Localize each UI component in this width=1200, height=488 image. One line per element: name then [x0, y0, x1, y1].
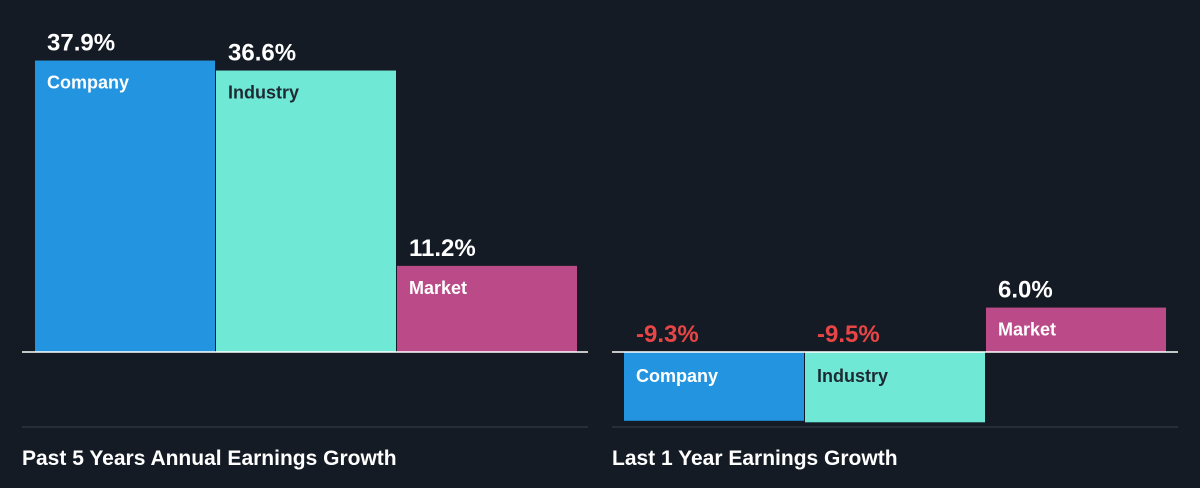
bar-label-past-5-years-company: Company: [47, 73, 129, 93]
bar-label-past-5-years-industry: Industry: [228, 83, 299, 103]
value-label-past-5-years-market: 11.2%: [409, 235, 476, 262]
last-1-year-panel: Company -9.3% Industry -9.5% Market 6.0%: [612, 277, 1178, 423]
bar-label-last-1-year-market: Market: [998, 320, 1056, 340]
bar-past-5-years-industry: [216, 70, 396, 353]
value-label-last-1-year-industry: -9.5%: [817, 321, 880, 348]
bar-past-5-years-market: [397, 265, 577, 352]
bar-label-last-1-year-company: Company: [636, 366, 718, 386]
bar-last-1-year-market: [986, 307, 1166, 352]
chart-title-last-1-year: Last 1 Year Earnings Growth: [612, 447, 898, 470]
past-5-years-panel: Company 37.9% Industry 36.6% Market 11.2%: [22, 30, 588, 353]
bar-last-1-year-company: [624, 352, 804, 421]
value-label-past-5-years-company: 37.9%: [47, 30, 115, 57]
bar-label-last-1-year-industry: Industry: [817, 366, 888, 386]
value-label-past-5-years-industry: 36.6%: [228, 40, 296, 67]
bar-last-1-year-industry: [805, 352, 985, 423]
value-label-last-1-year-company: -9.3%: [636, 321, 699, 348]
value-label-last-1-year-market: 6.0%: [998, 277, 1053, 304]
bar-past-5-years-company: [35, 60, 215, 352]
chart-title-past-5-years: Past 5 Years Annual Earnings Growth: [22, 447, 397, 470]
bar-label-past-5-years-market: Market: [409, 278, 467, 298]
